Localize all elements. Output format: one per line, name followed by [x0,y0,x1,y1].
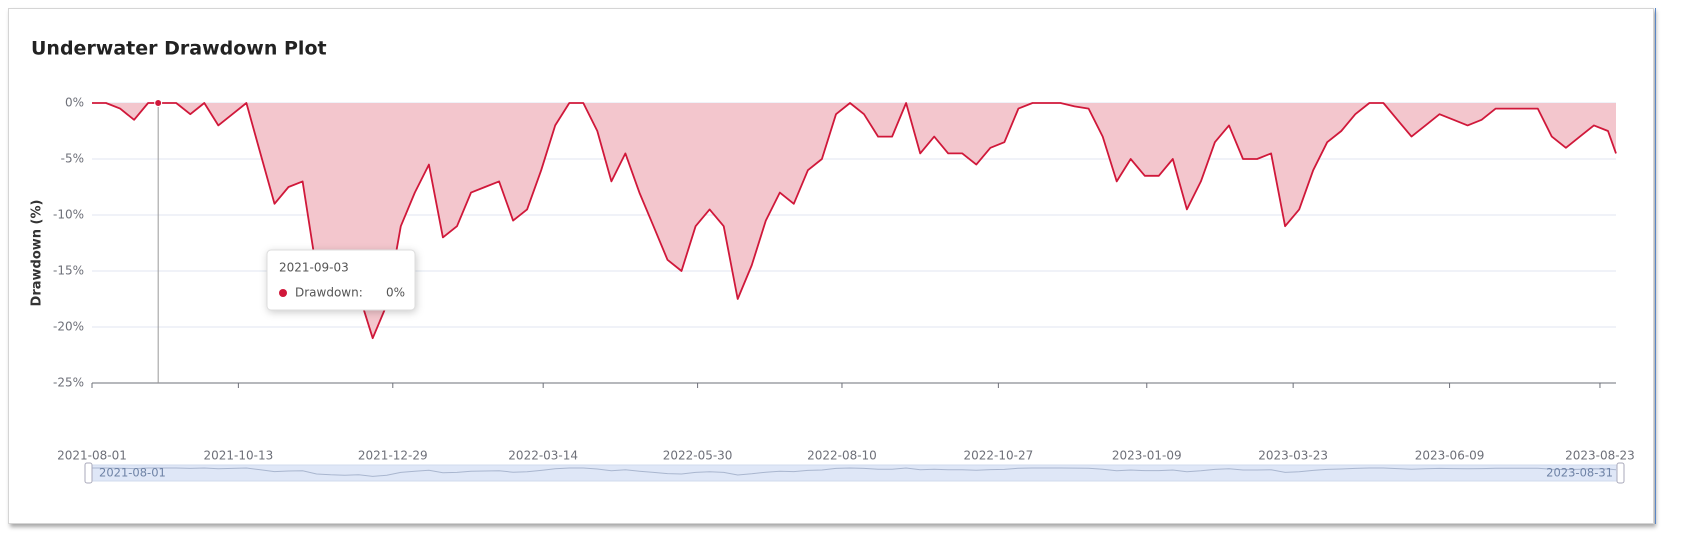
y-tick-label: 0% [65,96,84,110]
tooltip-label: Drawdown: [295,286,363,300]
y-axis-label: Drawdown (%) [30,200,45,307]
y-tick-label: -20% [53,320,84,334]
zoom-handle[interactable] [1616,462,1625,484]
chart-card: Underwater Drawdown Plot Drawdown (%) 0%… [8,8,1654,524]
x-tick-label: 2021-10-13 [204,449,274,463]
y-tick-label: -5% [61,152,84,166]
x-tick-label: 2021-12-29 [358,449,428,463]
tooltip-date: 2021-09-03 [279,261,349,275]
x-tick-label: 2022-10-27 [964,449,1034,463]
chart: Underwater Drawdown Plot Drawdown (%) 0%… [30,38,1635,484]
y-tick-label: -10% [53,208,84,222]
chart-title: Underwater Drawdown Plot [31,38,327,60]
zoom-handle[interactable] [84,462,93,484]
x-tick-label: 2022-03-14 [508,449,578,463]
tooltip-dot [279,289,287,297]
tooltip-box [266,249,416,311]
x-tick-label: 2023-08-23 [1565,449,1635,463]
zoom-track [91,464,1623,482]
x-tick-label: 2023-03-23 [1258,449,1328,463]
y-tick-label: -25% [53,376,84,390]
x-tick-label: 2022-05-30 [663,449,733,463]
x-tick-label: 2022-08-10 [807,449,877,463]
window-edge [1655,8,1656,524]
zoom-preview [92,467,1617,477]
y-tick-label: -15% [53,264,84,278]
zoom-end-label: 2023-08-31 [1546,466,1613,480]
x-tick-label: 2023-01-09 [1112,449,1182,463]
area [92,103,1616,339]
x-tick-label: 2023-06-09 [1415,449,1485,463]
tooltip: 2021-09-03 Drawdown: 0% [266,249,416,311]
x-tick-label: 2021-08-01 [57,449,127,463]
zoom-start-label: 2021-08-01 [99,466,166,480]
tooltip-value: 0% [386,286,405,300]
tooltip-marker [154,99,163,107]
